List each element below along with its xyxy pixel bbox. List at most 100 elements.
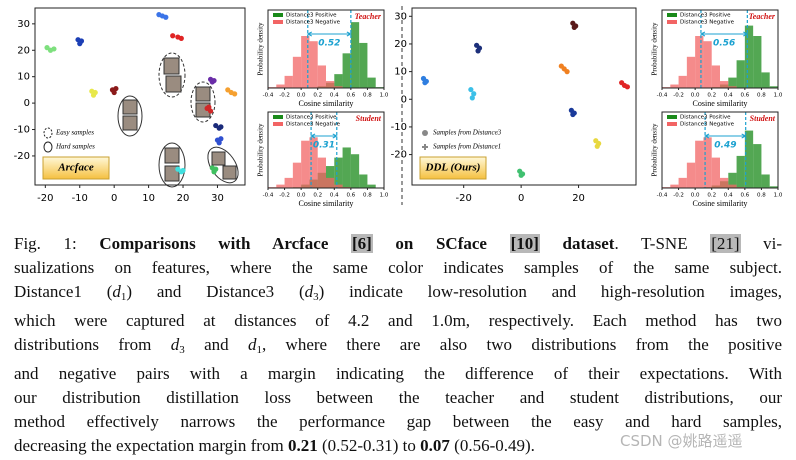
caption-line: method effectively narrows the performan… — [14, 410, 782, 434]
legend-swatch — [667, 115, 677, 119]
caption-text: 0.07 — [420, 436, 450, 455]
x-tick-label: 0.4 — [330, 193, 339, 199]
hist-bar — [342, 147, 351, 188]
x-tick-label: 0.6 — [740, 193, 749, 199]
point — [468, 86, 474, 93]
caption-line: our distribution distillation loss betwe… — [14, 386, 782, 410]
point — [163, 14, 169, 20]
x-tick-label: 1.0 — [774, 193, 783, 199]
plot-frame — [411, 7, 637, 186]
x-axis-label: Cosine similarity — [299, 199, 354, 208]
x-tick-label: -0.4 — [263, 193, 274, 199]
hist-bar — [326, 166, 335, 188]
point — [211, 169, 217, 175]
caption-text: ) and Distance3 ( — [126, 282, 305, 301]
caption-text: 3 — [179, 344, 185, 356]
point — [232, 91, 238, 97]
point — [90, 92, 97, 98]
y-tick-label: 10 — [17, 72, 30, 83]
x-axis-label: Cosine similarity — [693, 199, 748, 208]
x-tick-label: 1.0 — [774, 93, 783, 99]
caption-line: distributions from d3 and d1, where ther… — [14, 333, 782, 362]
caption-text: d — [247, 335, 257, 354]
hist-bar — [350, 22, 360, 89]
legend-swatch — [667, 122, 677, 126]
y-tick-label: 0 — [401, 94, 407, 105]
hist-bar — [711, 65, 720, 88]
method-label: Arcface — [57, 162, 94, 174]
hist-bar — [761, 72, 770, 88]
hist-bar — [350, 154, 360, 188]
legend-label: Easy samples — [55, 129, 94, 137]
x-tick-label: 0.6 — [346, 93, 355, 99]
caption-text: ) indicate low-resolution and high-resol… — [318, 282, 782, 301]
hist-bar — [686, 56, 696, 88]
caption-text: Fig. 1: — [14, 234, 100, 253]
caption-text: 3 — [313, 291, 319, 303]
hist-bar — [284, 75, 293, 88]
hist-bar — [728, 77, 737, 88]
hist-bar — [317, 157, 326, 188]
point — [209, 79, 215, 85]
hist-bar — [284, 177, 293, 188]
hist-bar — [678, 177, 687, 188]
hist-bar — [276, 84, 285, 88]
y-tick-label: 10 — [394, 67, 407, 78]
x-tick-label: 0.0 — [297, 93, 306, 99]
hist-bar — [753, 144, 762, 188]
x-tick-label: -0.2 — [673, 93, 684, 99]
hist-bar — [334, 184, 343, 188]
hist-bar — [367, 184, 376, 188]
point — [564, 69, 570, 75]
label-box — [419, 156, 487, 180]
hist-bar — [736, 155, 745, 188]
caption-line: which were captured at distances of 4.2 … — [14, 309, 782, 333]
hist-bar — [736, 60, 745, 88]
figure: -20 -10 0 10 20 30 -20 -10 0 10 20 30 Easy samples Ha… — [14, 6, 783, 208]
panel-tag: Teacher — [355, 12, 382, 21]
margin-arrow — [306, 31, 352, 37]
caption-text: [10] — [509, 234, 540, 253]
point — [206, 104, 212, 110]
hist-bar — [670, 184, 679, 188]
hist-bar — [670, 84, 679, 88]
margin-label: 0.52 — [318, 39, 340, 49]
hist-bar — [711, 157, 720, 188]
point — [207, 108, 214, 114]
caption-line: decreasing the expectation margin from 0… — [14, 434, 782, 458]
hist-bar — [744, 130, 754, 188]
legend-label: Distance3 Positive — [680, 13, 731, 19]
caption-text: d — [112, 282, 121, 301]
y-axis-label: Probability density — [651, 123, 659, 177]
label-box — [42, 156, 110, 180]
point — [113, 85, 119, 92]
panel-tag: Student — [356, 114, 382, 123]
hist-bar — [703, 137, 712, 188]
margin-label: 0.49 — [714, 141, 736, 151]
plot-frame — [661, 9, 779, 89]
legend-marker — [422, 144, 428, 150]
point — [518, 172, 524, 178]
x-tick-label: 0.6 — [346, 193, 355, 199]
hist-bar — [301, 140, 310, 188]
x-tick-label: 0.2 — [707, 93, 716, 99]
caption-text: (0.52-0.31) to — [317, 436, 421, 455]
legend-swatch — [667, 13, 677, 17]
caption-text: our distribution distillation loss betwe… — [14, 388, 782, 407]
caption-text: d — [170, 335, 180, 354]
x-tick-label: 0.4 — [724, 193, 733, 199]
x-tick-label: 10 — [142, 193, 155, 204]
caption-text: [6] — [351, 234, 373, 253]
x-tick-label: 0.4 — [330, 93, 339, 99]
caption-text: [21] — [710, 234, 741, 253]
x-tick-label: -0.4 — [657, 93, 668, 99]
point — [422, 80, 428, 86]
x-tick-label: 0.8 — [363, 93, 372, 99]
y-axis-label: Probability density — [257, 22, 265, 76]
caption-text: Distance1 ( — [14, 282, 113, 301]
point — [469, 95, 475, 101]
hist-bar — [753, 36, 762, 88]
hist-bar — [301, 36, 310, 88]
x-tick-label: 0.2 — [313, 93, 322, 99]
margin-label: 0.56 — [713, 39, 735, 49]
